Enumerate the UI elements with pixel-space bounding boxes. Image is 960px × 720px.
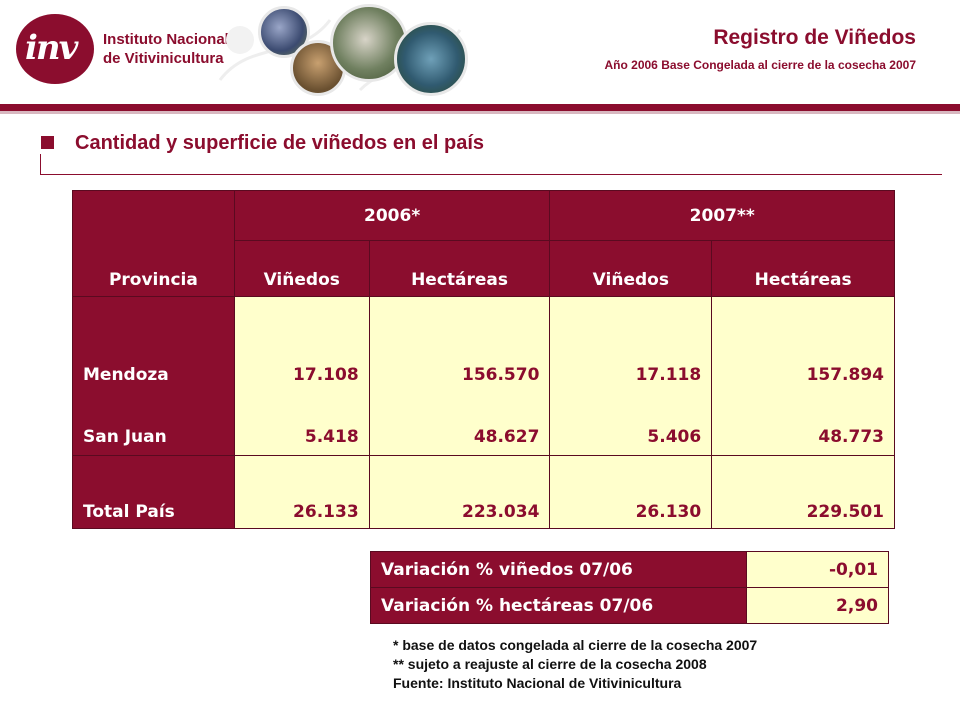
- section-divider: [40, 174, 942, 175]
- section-title: Cantidad y superficie de viñedos en el p…: [75, 132, 485, 154]
- cell-value: 5.418: [233, 391, 370, 456]
- variation-value: -0,01: [746, 551, 889, 588]
- variation-label: Variación % viñedos 07/06: [370, 551, 747, 588]
- page-subtitle: Año 2006 Base Congelada al cierre de la …: [604, 58, 917, 72]
- table-row-total: Total País 26.133 223.034 26.130 229.501: [72, 455, 895, 529]
- logo-emblem-icon: inv: [16, 14, 94, 84]
- page-title: Registro de Viñedos: [713, 26, 916, 49]
- bullet-square-icon: [41, 136, 54, 149]
- header-hectareas-2006: Hectáreas: [368, 240, 551, 297]
- cell-value: 229.501: [711, 455, 895, 529]
- logo-line-2: de Vitivinicultura: [103, 50, 224, 67]
- header-vinedos-2007: Viñedos: [549, 240, 713, 297]
- footnote: ** sujeto a reajuste al cierre de la cos…: [393, 656, 707, 672]
- cell-value: 223.034: [368, 455, 551, 529]
- cell-value: 17.118: [549, 296, 713, 391]
- footnotes: * base de datos congelada al cierre de l…: [393, 636, 757, 693]
- variation-label: Variación % hectáreas 07/06: [370, 587, 747, 624]
- header-year-2007: 2007**: [549, 190, 895, 241]
- header-vinedos-2006: Viñedos: [233, 240, 370, 297]
- row-province: Mendoza: [72, 296, 235, 391]
- table-row: San Juan 5.418 48.627 5.406 48.773: [72, 391, 895, 456]
- cell-value: 17.108: [233, 296, 370, 391]
- cell-value: 156.570: [368, 296, 551, 391]
- cell-value: 26.133: [233, 455, 370, 529]
- header-year-2006: 2006*: [233, 190, 551, 241]
- header-band: [0, 104, 960, 111]
- variation-table: Variación % viñedos 07/06 -0,01 Variació…: [370, 551, 889, 624]
- cell-value: 5.406: [549, 391, 713, 456]
- logo-line-1: Instituto Nacional: [103, 31, 229, 48]
- header-hectareas-2007: Hectáreas: [711, 240, 895, 297]
- cell-value: 26.130: [549, 455, 713, 529]
- vineyards-table: Provincia 2006* 2007** Viñedos Hectáreas…: [72, 190, 895, 529]
- footnote: * base de datos congelada al cierre de l…: [393, 637, 758, 653]
- header-provincia: Provincia: [72, 190, 235, 297]
- footnote-source: Fuente: Instituto Nacional de Vitivinicu…: [393, 675, 682, 691]
- section-divider-vertical: [40, 154, 41, 175]
- logo-text: Instituto Nacional de Vitivinicultura: [103, 30, 229, 68]
- cell-value: 48.773: [711, 391, 895, 456]
- table-row: Variación % viñedos 07/06 -0,01: [370, 551, 889, 588]
- logo-letters: inv: [25, 28, 78, 68]
- photo-workers: [394, 22, 468, 96]
- table-row: Variación % hectáreas 07/06 2,90: [370, 587, 889, 624]
- header: inv Instituto Nacional de Vitivinicultur…: [0, 0, 960, 104]
- cell-value: 157.894: [711, 296, 895, 391]
- table-row: Mendoza 17.108 156.570 17.118 157.894: [72, 296, 895, 391]
- cell-value: 48.627: [368, 391, 551, 456]
- row-province: Total País: [72, 455, 235, 529]
- variation-value: 2,90: [746, 587, 889, 624]
- header-band-shadow: [0, 111, 960, 114]
- row-province: San Juan: [72, 391, 235, 456]
